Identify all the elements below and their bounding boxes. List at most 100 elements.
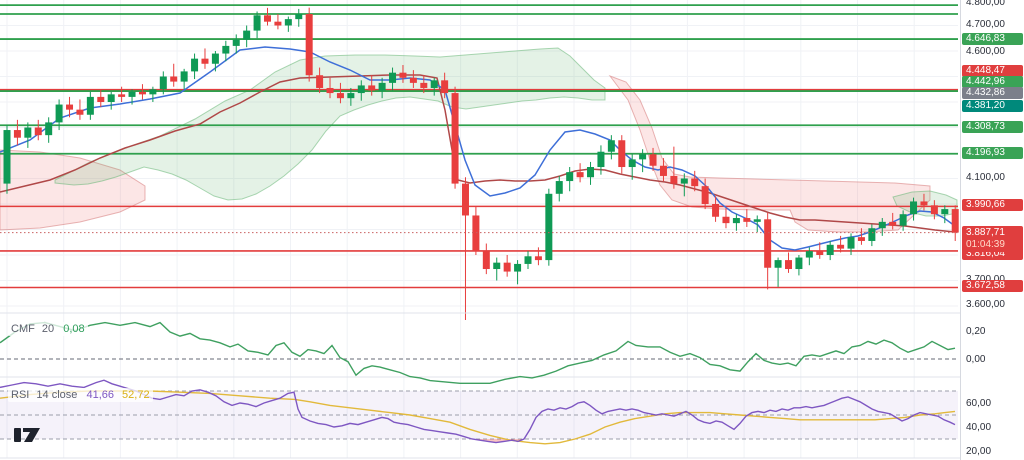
candle-body-down [305, 14, 313, 76]
candle-body-down [691, 178, 699, 187]
candle-body-down [764, 219, 772, 268]
candle-body-up [680, 178, 688, 184]
rsi-value: 41,66 [86, 389, 114, 401]
candle-body-up [284, 19, 292, 26]
candle-body-down [722, 216, 730, 224]
candle-body-up [3, 130, 11, 184]
candle-body-down [316, 75, 324, 88]
cmf-period: 20 [41, 323, 55, 335]
candle-body-up [805, 251, 813, 258]
axis-label: 40,00 [966, 422, 992, 433]
candle-body-up [232, 39, 240, 46]
price-level-badge-teal: 4.381,20 [962, 100, 1023, 112]
candle-body-down [889, 221, 897, 226]
rsi-ma-value: 52,72 [122, 389, 150, 401]
price-axis[interactable]: 4.800,00 4.700,00 4.600,00 4.100,00 3.700,00… [960, 0, 1024, 460]
candle-body-up [774, 260, 782, 268]
candle-body-down [76, 109, 84, 115]
candle-body-down [701, 186, 709, 204]
candle-body-down [816, 251, 824, 255]
kijun-sen-line [0, 74, 956, 233]
candle-body-up [159, 76, 167, 90]
candle-body-down [576, 172, 584, 178]
candle-body-down [441, 80, 449, 94]
current-price-value: 3.887,71 [966, 227, 1005, 238]
candle-body-up [107, 94, 115, 102]
candle-body-up [868, 228, 876, 241]
candle-body-down [13, 130, 21, 138]
price-level-badge-green: 4.442,96 [962, 76, 1023, 88]
candle-body-down [659, 165, 667, 176]
candle-body-up [378, 82, 386, 91]
candle-body-up [430, 80, 438, 88]
price-level-badge-gray: 4.432,86 [962, 87, 1023, 99]
candle-body-down [451, 93, 459, 184]
cmf-line [0, 321, 956, 384]
price-level-badge-red: 4.448,47 [962, 65, 1023, 77]
candle-body-down [930, 205, 938, 215]
candle-body-down [118, 94, 126, 97]
cmf-value: 0,08 [63, 323, 85, 335]
axis-label: 60,00 [966, 398, 992, 409]
candle-body-up [524, 256, 532, 264]
axis-label: 4.700,00 [966, 19, 1005, 30]
candle-body-up [347, 93, 355, 99]
candle-body-up [86, 96, 94, 115]
tradingview-logo[interactable] [14, 426, 42, 449]
cmf-indicator-legend[interactable]: CMF 20 0,08 [8, 322, 88, 336]
axis-label: 4.600,00 [966, 46, 1005, 57]
candle-body-down [201, 58, 209, 64]
rsi-period: 14 close [36, 389, 78, 401]
chart-canvas[interactable] [0, 0, 960, 460]
candle-body-up [910, 201, 918, 215]
candle-body-down [649, 154, 657, 166]
candle-body-up [753, 219, 761, 222]
candle-body-up [24, 127, 32, 138]
candle-body-up [55, 104, 63, 123]
candle-body-up [587, 167, 595, 178]
candle-body-up [493, 262, 501, 270]
candle-body-up [389, 72, 397, 83]
cmf-title: CMF [11, 323, 35, 335]
candle-body-down [34, 127, 42, 136]
candle-body-up [545, 193, 553, 261]
axis-label: 20,00 [966, 446, 992, 457]
candle-body-up [128, 91, 136, 97]
candle-body-down [618, 140, 626, 168]
candle-body-up [639, 154, 647, 160]
candle-body-down [264, 15, 271, 22]
ichimoku-cloud-green [54, 47, 606, 201]
candle-body-up [847, 237, 855, 249]
bar-countdown: 01:04:39 [966, 239, 1005, 250]
candle-body-up [514, 263, 522, 272]
candle-body-down [482, 251, 490, 270]
candle-body-up [607, 140, 615, 152]
candle-body-down [420, 82, 428, 88]
current-price-badge: 3.887,71 01:04:39 [962, 226, 1023, 252]
candle-body-down [920, 201, 928, 206]
candle-body-down [368, 85, 376, 91]
candle-body-down [785, 260, 792, 270]
candle-body-up [243, 30, 251, 40]
candle-body-up [941, 209, 949, 215]
candle-body-down [170, 76, 178, 82]
candle-body-up [597, 151, 605, 168]
rsi-indicator-legend[interactable]: RSI 14 close 41,66 52,72 [8, 388, 153, 402]
candle-body-up [45, 122, 53, 136]
tradingview-logo-icon [14, 428, 40, 442]
rsi-ma-line [0, 390, 956, 445]
candle-body-up [566, 172, 574, 182]
candle-body-up [357, 85, 365, 94]
candle-body-up [191, 58, 199, 72]
candle-body-up [826, 244, 834, 255]
axis-label: 3.700,00 [966, 274, 1005, 285]
candle-body-up [732, 218, 740, 224]
candle-body-down [409, 77, 417, 83]
candle-body-down [670, 175, 678, 184]
candle-body-down [503, 262, 511, 272]
candle-body-up [211, 53, 219, 64]
candle-body-up [878, 221, 886, 229]
candle-body-down [534, 256, 542, 261]
candle-body-down [461, 183, 469, 216]
